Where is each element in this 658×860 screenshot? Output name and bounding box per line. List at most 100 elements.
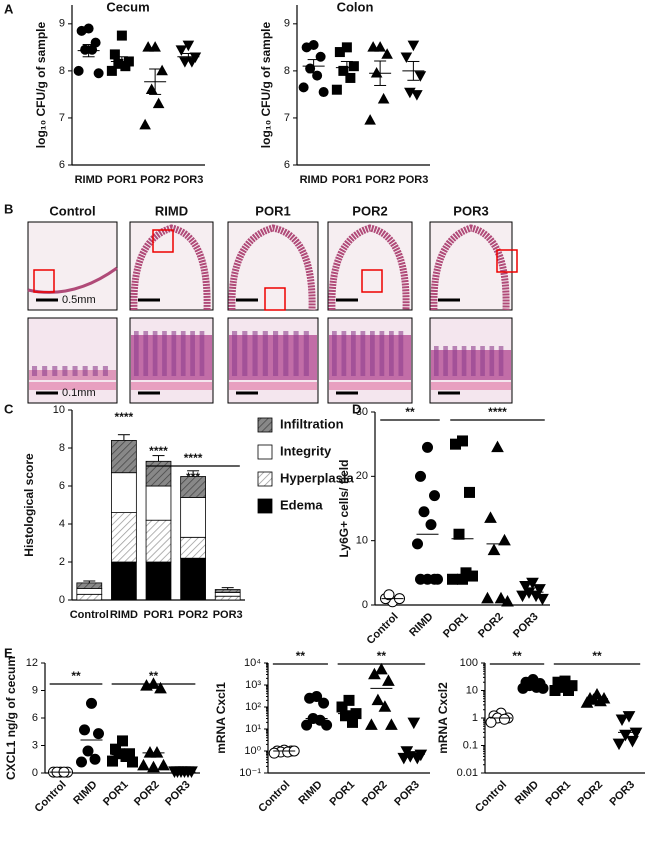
data-point (629, 727, 643, 740)
data-point (457, 573, 468, 585)
data-point (626, 735, 639, 748)
x-tick-label: POR3 (607, 779, 637, 809)
data-point (377, 92, 390, 104)
villus (52, 366, 58, 376)
data-point (368, 667, 381, 680)
x-tick-label: POR1 (107, 174, 137, 186)
data-point (334, 47, 345, 58)
submucosa (431, 382, 511, 390)
data-point (429, 573, 440, 585)
data-point (175, 45, 188, 56)
panel-label: A (4, 1, 14, 16)
x-tick-label: RIMD (110, 609, 138, 621)
bar-segment (111, 439, 137, 474)
y-tick-label: 10 (53, 404, 65, 416)
y-tick-label: 100 (460, 657, 478, 669)
data-point (127, 756, 138, 768)
data-point (587, 693, 600, 705)
submucosa (229, 382, 317, 390)
y-tick-label: 6 (284, 159, 290, 171)
villus (452, 346, 458, 376)
legend-label: Infiltration (280, 416, 344, 431)
bar-segment (145, 460, 172, 487)
data-point (501, 594, 514, 607)
data-point (537, 682, 549, 694)
scale-bar-label: 0.1mm (62, 387, 96, 399)
micrograph (27, 221, 118, 311)
data-point (365, 718, 378, 730)
panel-label: E (4, 645, 13, 660)
villus (171, 331, 177, 376)
significance: ** (592, 649, 602, 663)
data-point (425, 519, 437, 531)
legend-swatch (257, 444, 273, 460)
y-axis-label: log₁₀ CFU/g of sample (34, 21, 48, 148)
y-axis-label: Ly6G+ cells/ field (337, 460, 351, 558)
data-point (415, 470, 426, 482)
x-tick-label: Control (256, 779, 292, 815)
villus (471, 346, 476, 376)
x-tick-label: RIMD (75, 174, 103, 186)
data-point (499, 713, 510, 725)
data-point (347, 716, 358, 728)
y-axis-label: CXCL1 ng/g of cecum (4, 656, 18, 780)
y-tick-label: 0.01 (457, 767, 478, 779)
data-point (152, 97, 165, 109)
x-tick-label: Control (365, 611, 401, 647)
data-point (89, 753, 101, 765)
data-point (315, 51, 326, 62)
villus (389, 331, 394, 376)
data-point (563, 685, 574, 696)
data-point (517, 682, 529, 694)
tissue (130, 224, 211, 311)
data-point (298, 82, 309, 93)
villus (480, 346, 485, 376)
data-point (411, 90, 423, 101)
data-point (340, 710, 351, 722)
x-tick-label: Control (33, 779, 69, 815)
x-tick-label: POR1 (543, 779, 573, 809)
data-point (549, 685, 561, 696)
bar-segment (180, 536, 206, 559)
villus (92, 366, 98, 376)
data-point (149, 41, 161, 52)
y-tick-label: 7 (284, 112, 290, 124)
villus (72, 366, 78, 376)
x-tick-label: POR1 (332, 174, 362, 186)
villus (351, 331, 356, 376)
legend-swatch (257, 498, 273, 514)
significance: *** (186, 470, 200, 484)
villus (443, 346, 448, 376)
data-point (79, 724, 90, 736)
villus (498, 346, 504, 376)
bar-segment (76, 593, 103, 601)
data-point (268, 747, 280, 759)
y-tick-label: 10 (466, 684, 478, 696)
y-tick-label: 10⁰ (244, 745, 261, 757)
x-tick-label: POR2 (178, 609, 208, 621)
data-point (447, 573, 458, 585)
data-point (429, 490, 440, 502)
data-point (422, 441, 433, 453)
bar-segment (76, 588, 103, 595)
data-point (385, 718, 398, 730)
bar-segment (111, 561, 137, 601)
y-tick-label: 10 (356, 535, 368, 547)
y-axis-label: mRNA Cxcl1 (214, 682, 228, 754)
data-point (312, 70, 323, 81)
data-point (76, 756, 87, 768)
y-tick-label: 10² (245, 701, 261, 713)
data-point (345, 72, 356, 83)
villus (360, 331, 366, 376)
tissue (328, 224, 410, 311)
data-point (106, 65, 117, 76)
significance: ** (149, 669, 159, 683)
data-point (107, 755, 118, 767)
zoom-box (264, 287, 286, 311)
data-point (142, 41, 154, 52)
y-tick-label: 1 (472, 712, 478, 724)
y-tick-label: 6 (59, 480, 65, 492)
tissue (228, 224, 316, 311)
data-point (304, 692, 316, 704)
villus (42, 366, 48, 376)
